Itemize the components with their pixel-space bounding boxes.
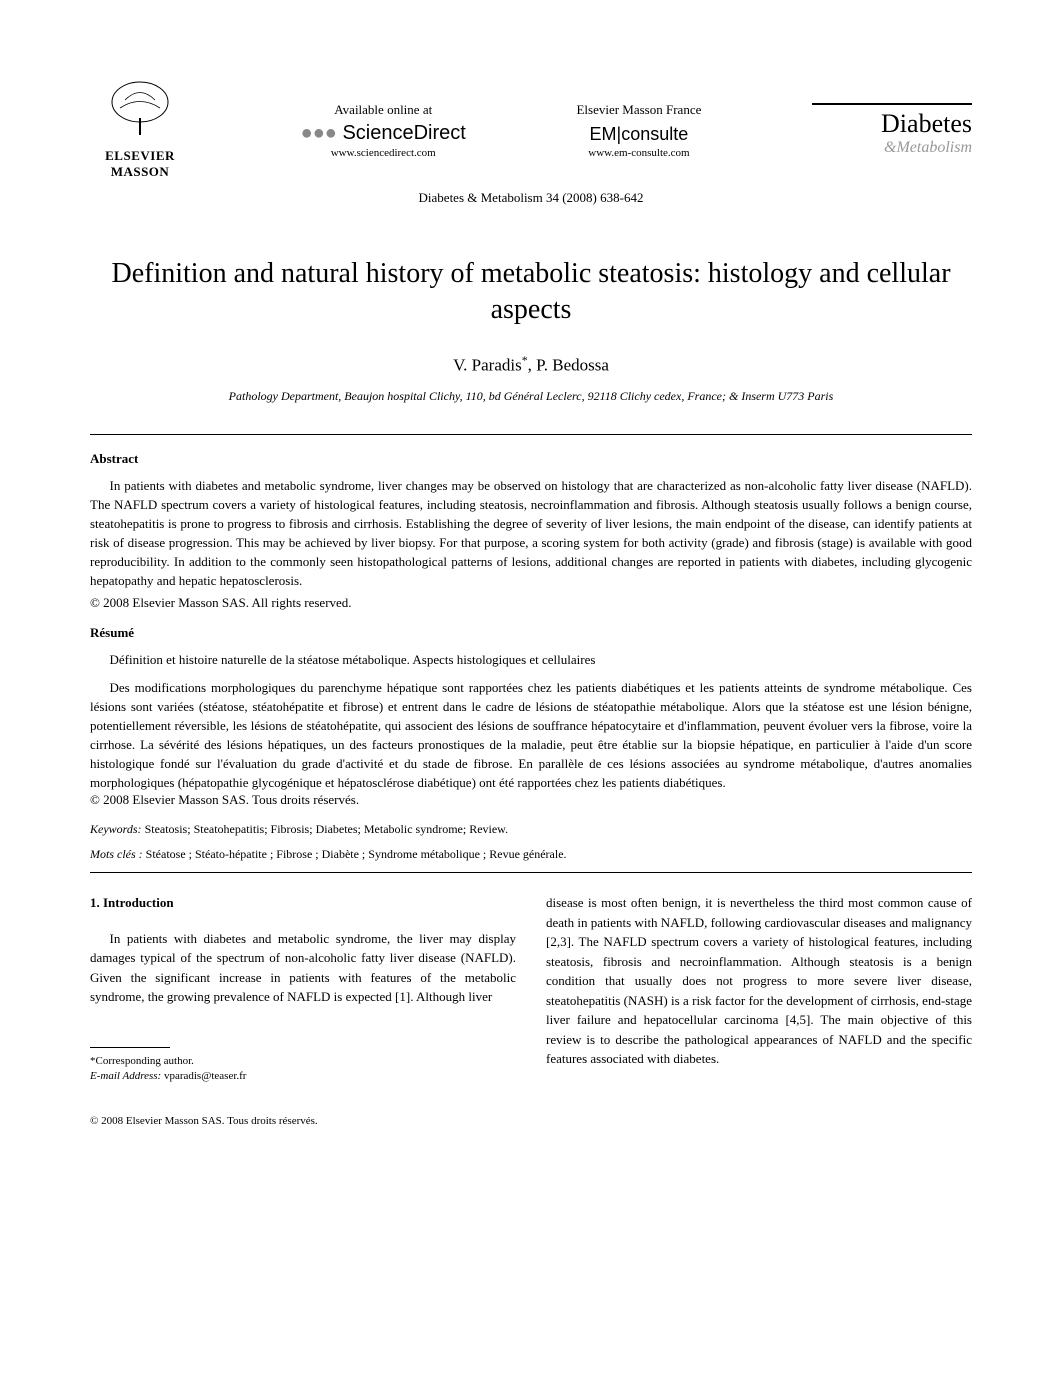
footer-copyright: © 2008 Elsevier Masson SAS. Tous droits … [90, 1115, 972, 1127]
email-address: vparadis@teaser.fr [161, 1070, 246, 1082]
column-right: disease is most often benign, it is neve… [546, 893, 972, 1084]
resume-intro: Définition et histoire naturelle de la s… [90, 651, 972, 670]
motscles-text: Stéatose ; Stéato-hépatite ; Fibrose ; D… [143, 847, 567, 861]
keywords-label: Keywords: [90, 822, 142, 836]
journal-sub: &Metabolism [812, 139, 972, 157]
em-masson: Elsevier Masson France [576, 102, 701, 118]
rule-top [90, 434, 972, 435]
affiliation: Pathology Department, Beaujon hospital C… [90, 389, 972, 404]
sciencedirect-block: Available online at ●●● ScienceDirect ww… [301, 102, 466, 159]
em-logo: EM|consulte [576, 124, 701, 145]
footnote-corresponding: *Corresponding author. [90, 1054, 516, 1069]
sd-logo: ●●● ScienceDirect [301, 122, 466, 145]
abstract-copyright: © 2008 Elsevier Masson SAS. All rights r… [90, 595, 972, 611]
rule-bottom [90, 872, 972, 873]
masson-text: MASSON [90, 164, 190, 180]
authors: V. Paradis*, P. Bedossa [90, 353, 972, 376]
keywords-text: Steatosis; Steatohepatitis; Fibrosis; Di… [142, 822, 509, 836]
resume-text: Des modifications morphologiques du pare… [90, 679, 972, 792]
resume-copyright: © 2008 Elsevier Masson SAS. Tous droits … [90, 792, 972, 808]
abstract-heading: Abstract [90, 451, 972, 467]
abstract-text: In patients with diabetes and metabolic … [90, 477, 972, 590]
journal-main: Diabetes [812, 109, 972, 139]
column-left: 1. Introduction In patients with diabete… [90, 893, 516, 1084]
keywords: Keywords: Steatosis; Steatohepatitis; Fi… [90, 822, 972, 837]
tree-icon [90, 80, 190, 148]
motscles-label: Mots clés : [90, 847, 143, 861]
elsevier-logo: ELSEVIER MASSON [90, 80, 190, 180]
email-label: E-mail Address: [90, 1070, 161, 1082]
header: ELSEVIER MASSON Available online at ●●● … [90, 80, 972, 180]
intro-heading: 1. Introduction [90, 893, 516, 913]
col1-text: In patients with diabetes and metabolic … [90, 929, 516, 1007]
body-columns: 1. Introduction In patients with diabete… [90, 893, 972, 1084]
footnote-separator [90, 1047, 170, 1048]
col2-text: disease is most often benign, it is neve… [546, 893, 972, 1069]
article-title: Definition and natural history of metabo… [90, 256, 972, 329]
citation: Diabetes & Metabolism 34 (2008) 638-642 [90, 190, 972, 206]
sd-url: www.sciencedirect.com [301, 147, 466, 159]
elsevier-text: ELSEVIER [90, 148, 190, 164]
footnote-email: E-mail Address: vparadis@teaser.fr [90, 1069, 516, 1084]
sd-available: Available online at [301, 102, 466, 118]
resume-heading: Résumé [90, 625, 972, 641]
emconsulte-block: Elsevier Masson France EM|consulte www.e… [576, 102, 701, 159]
motscles: Mots clés : Stéatose ; Stéato-hépatite ;… [90, 847, 972, 862]
journal-logo: Diabetes &Metabolism [812, 103, 972, 157]
em-url: www.em-consulte.com [576, 147, 701, 159]
